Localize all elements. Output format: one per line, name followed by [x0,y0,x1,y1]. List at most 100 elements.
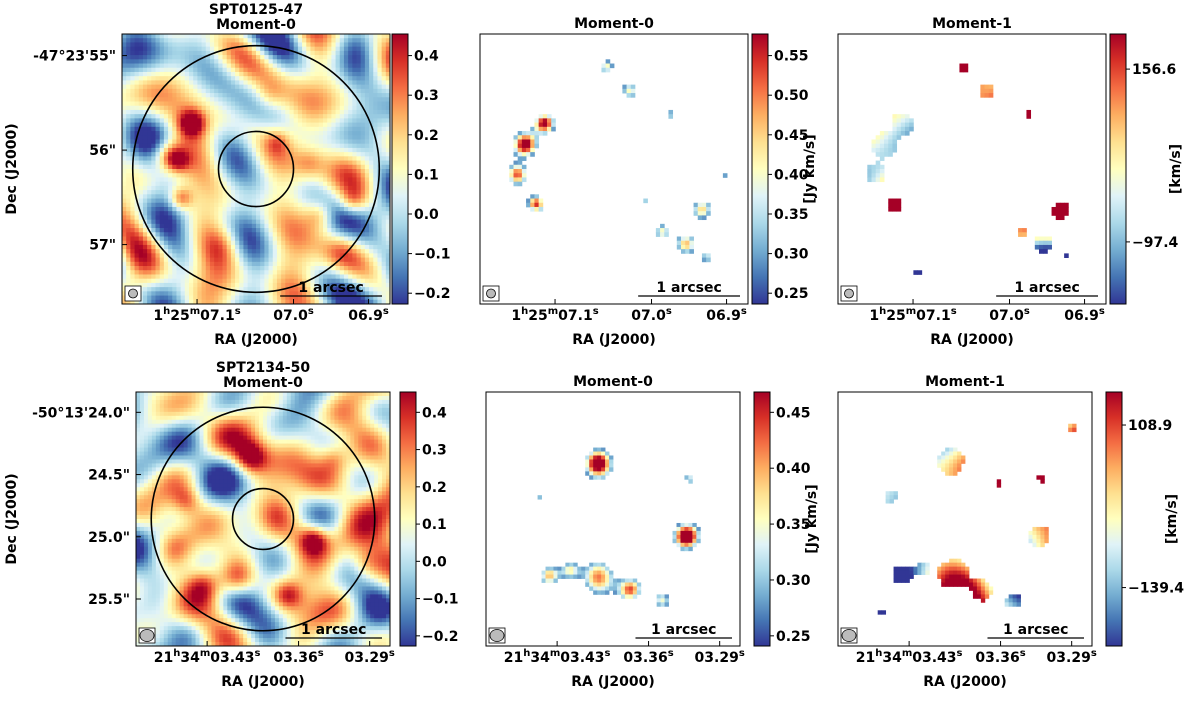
map-pixel [331,55,336,60]
map-pixel [201,152,207,157]
map-pixel [281,88,286,94]
map-pixel [289,249,295,254]
map-pixel [256,219,261,225]
map-pixel [207,395,212,401]
map-pixel [326,419,331,425]
map-pixel [348,257,353,263]
map-pixel [134,105,140,111]
map-pixel [281,211,286,216]
map-pixel [339,244,345,250]
map-pixel [381,88,387,94]
map-pixel [293,228,299,233]
map-pixel [314,114,320,119]
map-pixel [306,156,311,161]
map-pixel [302,59,307,64]
map-pixel [176,38,182,43]
map-pixel [327,274,332,280]
map-pixel [155,55,161,60]
map-pixel [230,266,236,271]
map-pixel [256,206,261,212]
map-pixel [167,407,173,413]
map-pixel [339,278,345,284]
map-pixel [264,80,269,86]
map-pixel [247,173,253,178]
map-pixel [226,93,232,98]
map-pixel [189,160,194,166]
map-pixel [159,282,165,288]
map-pixel [306,291,311,296]
map-pixel [122,156,127,161]
map-pixel [218,194,223,199]
map-pixel [381,291,387,296]
map-pixel [963,63,969,69]
map-pixel [310,122,316,128]
map-pixel [172,177,177,183]
map-pixel [126,236,131,242]
map-pixel [226,152,232,157]
map-pixel [142,80,148,86]
map-pixel [335,190,341,195]
map-pixel [147,395,153,401]
map-pixel [138,34,144,39]
map-pixel [348,105,353,111]
map-pixel [209,249,215,254]
map-pixel [180,299,186,305]
map-pixel [386,419,391,425]
map-pixel [230,84,236,90]
map-pixel [256,122,261,128]
map-pixel [352,71,357,77]
map-pixel [201,84,207,90]
map-pixel [302,194,307,199]
map-pixel [130,63,135,69]
map-pixel [364,42,370,48]
map-pixel [364,299,370,305]
map-pixel [197,55,202,60]
map-pixel [297,152,303,157]
map-pixel [122,198,127,204]
map-pixel [892,126,898,132]
map-pixel [310,177,316,183]
map-pixel [352,126,357,132]
map-pixel [239,253,244,258]
map-pixel [343,232,349,237]
map-pixel [356,223,362,229]
map-pixel [352,173,357,178]
map-pixel [201,34,207,39]
map-pixel [187,403,192,409]
ra-tick-label: 06.9s [706,306,747,324]
map-pixel [197,122,202,128]
map-pixel [209,34,215,39]
map-pixel [293,126,299,132]
map-pixel [381,143,387,149]
map-pixel [356,114,362,119]
map-pixel [256,236,261,242]
map-pixel [318,80,324,86]
map-pixel [197,67,202,73]
map-pixel [343,164,349,170]
map-pixel [247,295,253,301]
map-pixel [323,135,328,140]
map-pixel [142,34,148,39]
map-pixel [343,282,349,288]
map-pixel [381,249,387,254]
map-pixel [373,156,378,161]
map-pixel [136,407,141,413]
map-pixel [1059,211,1065,216]
map-pixel [386,403,391,409]
map-pixel [335,84,341,90]
map-pixel [297,177,303,183]
map-pixel [370,399,375,405]
map-pixel [256,97,261,102]
map-pixel [184,266,190,271]
map-pixel [339,270,345,275]
map-pixel [247,105,253,111]
map-pixel [318,190,324,195]
map-pixel [134,114,140,119]
map-pixel [168,215,173,221]
map-pixel [362,392,367,397]
map-pixel [239,152,244,157]
map-pixel [364,50,370,56]
map-pixel [251,131,257,136]
map-pixel [147,211,152,216]
map-pixel [314,232,320,237]
